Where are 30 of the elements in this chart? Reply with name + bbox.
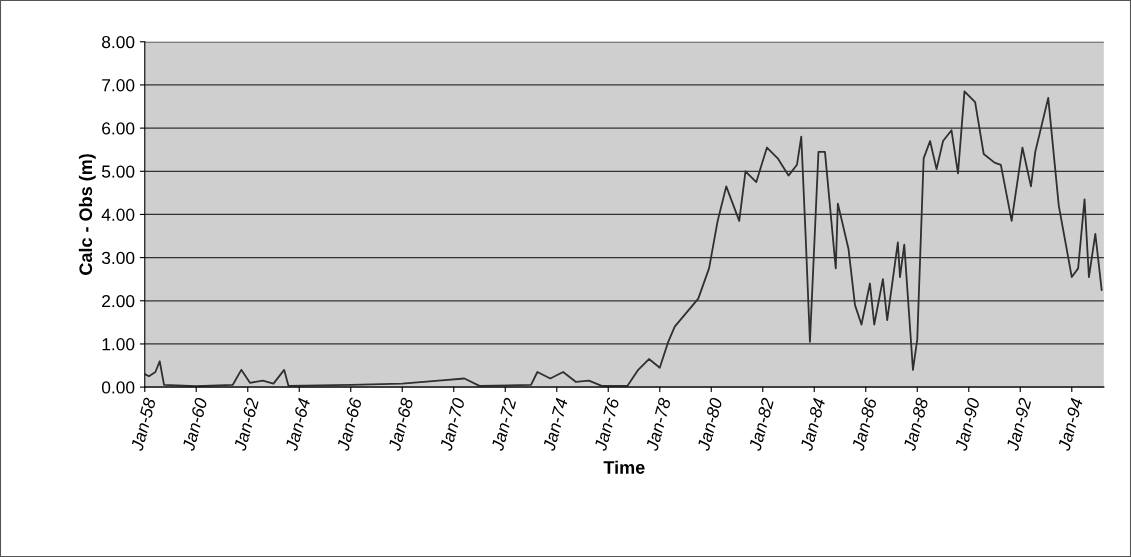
x-tick-label: Jan-78	[645, 397, 672, 452]
x-tick-label: Jan-84	[799, 397, 826, 452]
x-tick-label: Jan-60	[181, 397, 208, 452]
y-tick-label: 8.00	[102, 35, 135, 49]
x-tick-label: Jan-64	[284, 397, 311, 452]
y-tick-label: 3.00	[101, 251, 135, 265]
x-tick-label: Jan-72	[490, 397, 517, 452]
x-tick-label: Jan-70	[439, 397, 466, 452]
y-tick-label: 1.00	[102, 338, 135, 351]
x-tick-label: Jan-94	[1057, 397, 1083, 452]
x-tick-label: Jan-74	[542, 397, 568, 452]
y-axis-title: Calc - Obs (m)	[78, 154, 96, 275]
y-tick-label: 2.00	[102, 294, 135, 308]
y-tick-label: 4.00	[101, 208, 135, 221]
y-tick-label: 5.00	[101, 165, 135, 178]
y-tick-label: 0.00	[101, 381, 135, 394]
x-tick-label: Jan-82	[748, 397, 775, 452]
x-tick-label: Jan-58	[130, 397, 157, 452]
x-tick-label: Jan-80	[696, 397, 723, 452]
x-axis-title: Time	[603, 460, 645, 474]
x-tick-label: Jan-88	[903, 397, 929, 452]
x-tick-label: Jan-86	[851, 396, 878, 452]
y-tick-label: 7.00	[102, 79, 135, 92]
x-tick-label: Jan-90	[954, 397, 981, 452]
x-tick-label: Jan-66	[336, 396, 363, 452]
x-tick-label: Jan-76	[593, 396, 620, 452]
x-tick-label: Jan-62	[233, 397, 260, 452]
x-tick-label: Jan-92	[1005, 397, 1032, 452]
x-tick-label: Jan-68	[387, 397, 414, 452]
y-tick-label: 6.00	[102, 122, 135, 135]
